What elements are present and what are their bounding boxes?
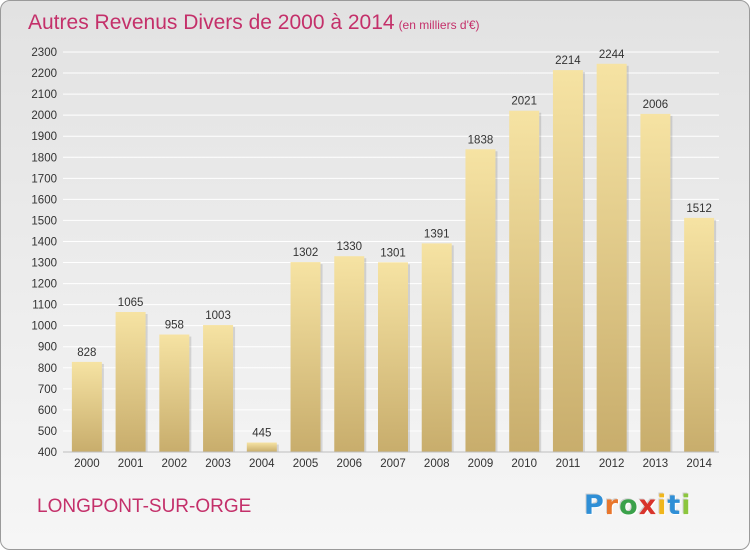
x-tick-label: 2001 (118, 458, 144, 470)
x-tick-label: 2008 (424, 458, 450, 470)
bar (246, 442, 277, 452)
y-tick-label: 1000 (31, 321, 57, 333)
logo-letter: i (681, 490, 692, 521)
y-tick-label: 500 (38, 426, 57, 438)
data-label: 2021 (511, 96, 537, 108)
y-tick-label: 2000 (31, 110, 57, 122)
city-name: LONGPONT-SUR-ORGE (37, 496, 252, 517)
logo-letter: i (657, 490, 668, 521)
bar (509, 110, 540, 452)
data-label: 1065 (118, 297, 144, 309)
x-tick-label: 2010 (511, 458, 537, 470)
data-label: 2006 (643, 99, 669, 111)
y-tick-label: 2100 (31, 89, 57, 101)
data-label: 445 (252, 428, 271, 440)
bar (421, 243, 452, 452)
logo-letter: r (604, 490, 620, 521)
x-tick-label: 2002 (162, 458, 188, 470)
bar (378, 262, 408, 452)
logo-letter: P (584, 490, 605, 521)
bar (159, 334, 190, 452)
y-tick-label: 700 (38, 384, 57, 396)
y-tick-label: 1600 (31, 194, 57, 206)
x-tick-label: 2007 (380, 458, 406, 470)
y-tick-label: 900 (38, 342, 57, 354)
y-tick-label: 400 (38, 447, 57, 459)
data-label: 1330 (336, 241, 362, 253)
data-label: 1838 (468, 134, 494, 146)
data-label: 958 (165, 320, 184, 332)
x-tick-label: 2006 (336, 458, 362, 470)
chart-title-unit: (en milliers d'€) (398, 18, 480, 32)
bar (640, 113, 671, 452)
x-tick-label: 2011 (556, 458, 581, 470)
proxiti-logo: Proxiti (584, 490, 692, 521)
y-tick-label: 1500 (31, 215, 57, 227)
data-label: 1512 (686, 203, 712, 215)
x-tick-label: 2009 (468, 458, 494, 470)
bar (552, 70, 583, 453)
x-tick-label: 2012 (599, 458, 625, 470)
x-tick-label: 2004 (249, 458, 275, 470)
bar (290, 262, 321, 452)
data-label: 1391 (424, 228, 450, 240)
data-label: 1003 (205, 310, 231, 322)
y-tick-label: 600 (38, 405, 57, 417)
logo-letter: o (619, 490, 639, 521)
y-tick-label: 1100 (32, 300, 57, 312)
data-label: 2244 (599, 49, 625, 61)
chart-title: Autres Revenus Divers de 2000 à 2014 (en … (28, 11, 480, 35)
bar (334, 256, 365, 452)
bar (203, 325, 234, 452)
data-label: 828 (77, 347, 96, 359)
logo-letter: t (667, 490, 682, 521)
y-tick-label: 1300 (31, 258, 57, 270)
data-label: 1302 (293, 247, 319, 259)
y-tick-label: 2200 (31, 68, 57, 80)
x-tick-label: 2000 (74, 458, 100, 470)
logo-letter: x (638, 490, 658, 521)
y-tick-label: 1900 (31, 131, 57, 143)
x-tick-label: 2003 (205, 458, 231, 470)
y-tick-label: 1700 (31, 173, 57, 185)
chart-title-text: Autres Revenus Divers de 2000 à 2014 (28, 11, 395, 34)
bar (71, 361, 102, 452)
x-tick-label: 2005 (293, 458, 319, 470)
y-tick-label: 2300 (31, 47, 57, 59)
data-label: 2214 (555, 55, 581, 67)
data-label: 1301 (380, 247, 406, 259)
bar (465, 149, 496, 452)
bar (684, 217, 715, 452)
bar (115, 312, 146, 452)
y-tick-label: 1800 (31, 152, 57, 164)
bar (596, 63, 627, 452)
x-tick-label: 2014 (686, 458, 712, 470)
y-tick-label: 1400 (31, 236, 57, 248)
y-tick-label: 1200 (31, 279, 57, 291)
y-tick-label: 800 (38, 363, 57, 375)
x-tick-label: 2013 (643, 458, 669, 470)
